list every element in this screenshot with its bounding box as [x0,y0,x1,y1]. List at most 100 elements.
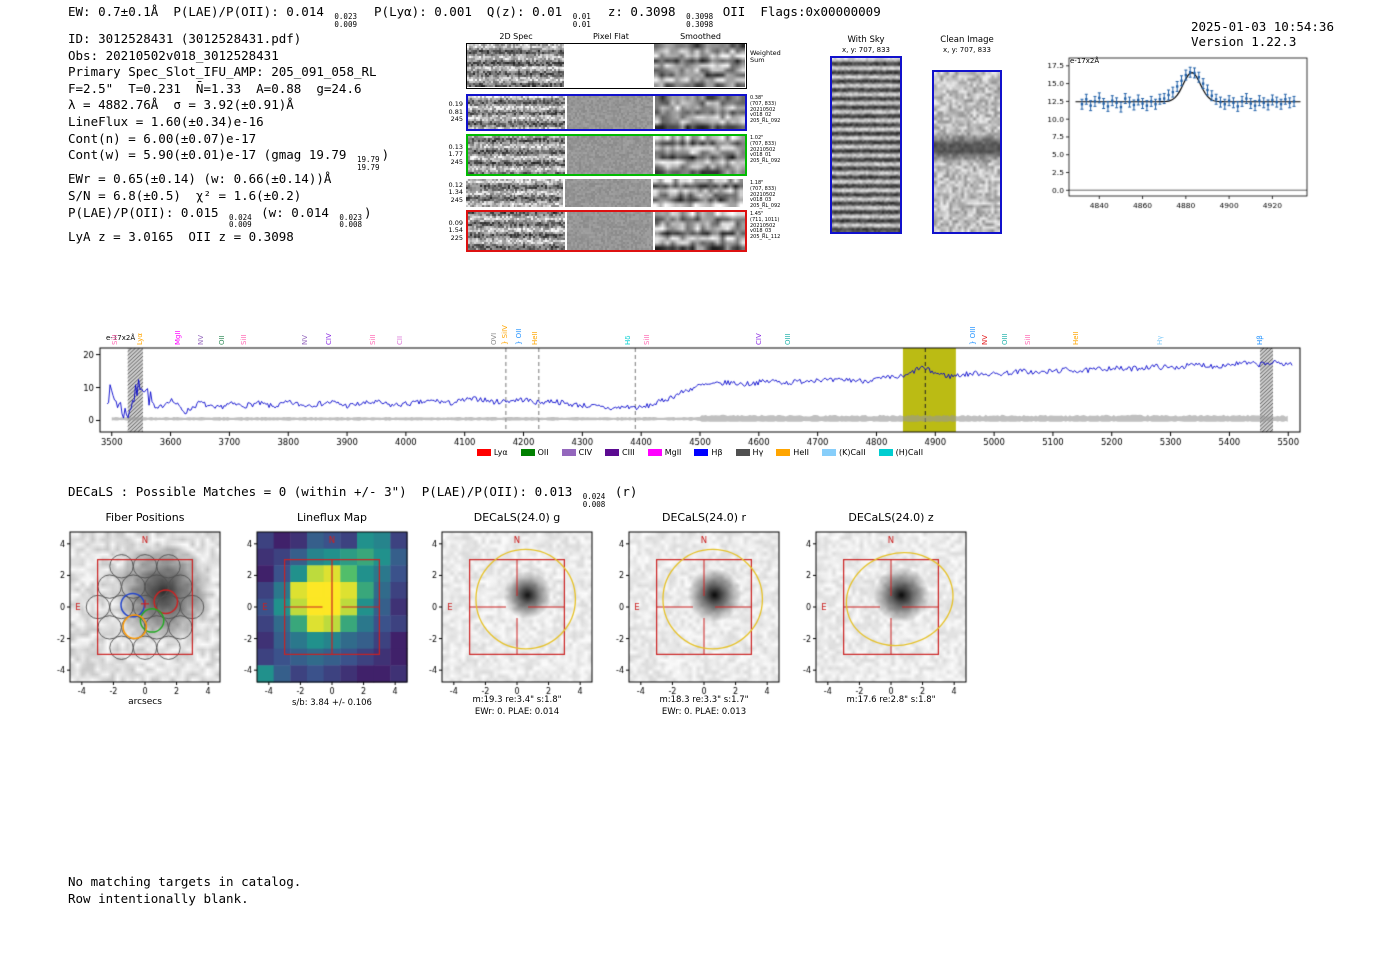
legend-item: CIII [605,448,635,457]
spec2d-row-annotations: 1.02" (707, 833) 20210502 v018_01 205_RL_092 [750,135,781,165]
report-timestamp: 2025-01-03 10:54:36 [1191,19,1334,34]
lineflux-map-plot [223,524,423,709]
spec2d-spec-image [468,136,565,174]
spec2d-row-annotations: 0.38" (707, 833) 20210502 v018_02 205_RL_092 [750,95,781,125]
header-summary-line: EW: 0.7±0.1Å P(LAE)/P(OII): 0.014 0.023 0… [68,4,881,29]
legend-swatch [647,449,662,456]
plus-minus-values: 19.79 19.79 [356,155,380,172]
spec2d-col-header-pixelflat: Pixel Flat [593,32,629,41]
spec2d-row-left-labels: 0.09 1.54 225 [448,218,463,242]
spec2d-col-header-smoothed: Smoothed [680,32,721,41]
with-sky-title: With Sky [847,35,885,45]
plus-minus-values: 0.3098 0.3098 [686,12,714,29]
spec2d-col-header-2dspec: 2D Spec [499,32,533,41]
spec2d-row-annotations: 1.45" (711, 1011) 20210502 v018_03 205_RL_11… [750,211,781,241]
spec2d-row-left-labels: 0.12 1.34 245 [448,180,463,204]
decals-g-caption: m:19.3 re:3.4" s:1.8" [472,695,562,705]
info-line: LineFlux = 1.60(±0.34)e-16 [68,113,264,129]
spec2d-spec-image [468,212,565,250]
legend-item: (H)CaII [878,448,923,457]
spec2d-flat-image [567,96,653,129]
clean-image-frame [932,70,1002,234]
legend-item: Hβ [694,448,723,457]
info-line: Cont(n) = 6.00(±0.07)e-17 [68,130,257,146]
spec2d-row-left-labels: 0.13 1.77 245 [448,142,463,166]
spec2d-spec-image [467,44,564,87]
spec2d-row-left-labels: 0.19 0.81 245 [448,100,463,124]
info-line: LyA z = 3.0165 OII z = 0.3098 [68,228,294,244]
clean-image-title: Clean Image [940,35,994,45]
spec2d-row-annotations: 1.18" (707, 833) 20210502 v018_03 205_RL_092 [750,180,781,210]
legend-item: MgII [647,448,681,457]
info-line: EWr = 0.65(±0.14) (w: 0.66(±0.14))Å [68,171,332,187]
fiber-positions-plot [36,524,236,709]
spec2d-smoothed-image [655,96,745,129]
report-version: Version 1.22.3 [1191,34,1297,49]
info-line: S/N = 6.8(±0.5) χ² = 1.6(±0.2) [68,187,302,203]
inset-flux-units-label: e-17x2Å [1070,57,1100,65]
decals-g-cutout [408,524,608,709]
legend-swatch [520,449,535,456]
fiber-positions-xlabel: arcsecs [128,697,162,707]
decals-matches-line: DECaLS : Possible Matches = 0 (within +/… [68,484,638,509]
panel-title-lineflux-map: Lineflux Map [296,511,368,524]
spec2d-spec-image [466,179,563,207]
info-line: λ = 4882.76Å σ = 3.92(±0.91)Å [68,97,294,113]
legend-swatch [878,449,893,456]
panel-title-decals-g: DECaLS(24.0) g [473,511,561,524]
info-line: ID: 3012528431 (3012528431.pdf) [68,31,302,46]
panel-title-fiber-positions: Fiber Positions [105,511,185,524]
legend-swatch [776,449,791,456]
plus-minus-values: 0.024 0.009 [229,212,252,230]
weighted-sum-label: Weighted Sum [750,49,781,65]
with-sky-image [832,58,900,232]
decals-g-plae-caption: EWr: 0. PLAE: 0.014 [474,707,560,717]
legend-swatch [605,449,620,456]
full-spectrum-chart [60,338,1340,456]
legend-swatch [735,449,750,456]
info-line: Primary Spec_Slot_IFU_AMP: 205_091_058_R… [68,64,377,80]
spec2d-row [466,179,747,207]
legend-swatch [821,449,836,456]
legend-item: CIV [561,448,592,457]
header-meta: 2025-01-03 10:54:36 Version 1.22.3 [1153,4,1334,64]
spec2d-spec-image [468,96,565,129]
decals-r-cutout [595,524,795,709]
footer-line-1: No matching targets in catalog. [68,874,302,889]
with-sky-image-frame [830,56,902,234]
decals-z-caption: m:17.6 re:2.8" s:1.8" [846,695,936,705]
legend-item: HeII [776,448,809,457]
legend-swatch [694,449,709,456]
spec2d-row [466,94,747,131]
clean-image-coords: x, y: 707, 833 [943,46,991,54]
plus-minus-values: 0.01 0.01 [572,12,591,29]
spec2d-smoothed-image [655,212,745,250]
legend-item: Lyα [476,448,508,457]
spectrum-legend: Lyα OII CIV CIII MgII Hβ Hγ HeII (K)CaII (H)CaII [100,448,1300,457]
decals-z-cutout [782,524,982,709]
legend-swatch [561,449,576,456]
spec2d-flat-image [565,179,651,207]
legend-item: OII [520,448,549,457]
clean-image [934,72,1000,232]
info-line: F=2.5" T=0.231 N̄=1.33 A=0.88 g=24.6 [68,80,362,96]
decals-r-plae-caption: EWr: 0. PLAE: 0.013 [661,707,747,717]
spec2d-smoothed-image [655,136,745,174]
spec2d-flat-image [567,212,653,250]
plus-minus-values: 0.024 0.008 [582,492,606,509]
detection-info-block: ID: 3012528431 (3012528431.pdf) Obs: 2021… [68,31,389,245]
legend-item: (K)CaII [821,448,866,457]
info-line: Cont(w) = 5.90(±0.01)e-17 (gmag 19.79 19… [68,147,390,172]
panel-title-decals-z: DECaLS(24.0) z [848,511,934,524]
spec2d-flat-image [567,136,653,174]
spec2d-row [466,134,747,176]
spec2d-smoothed-image [654,44,745,87]
plus-minus-values: 0.023 0.008 [339,212,362,230]
line-fit-inset-chart [1035,50,1315,218]
footer-line-2: Row intentionally blank. [68,891,249,906]
decals-r-caption: m:18.3 re:3.3" s:1.7" [659,695,749,705]
info-line: P(LAE)/P(OII): 0.015 0.024 0.009 (w: 0.01… [68,204,372,230]
panel-title-decals-r: DECaLS(24.0) r [661,511,747,524]
plus-minus-values: 0.023 0.009 [334,12,357,29]
